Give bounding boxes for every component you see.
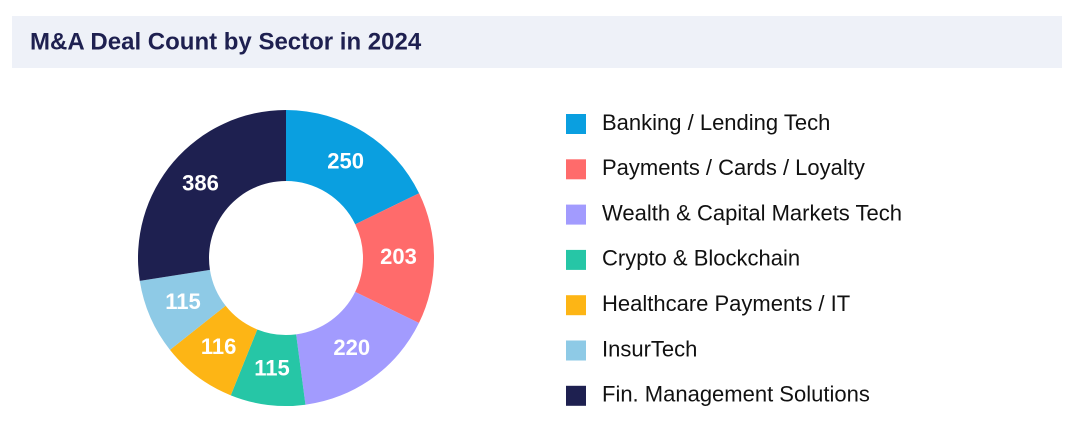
value-label: 220 [333, 335, 370, 360]
title-bar [12, 16, 1062, 68]
legend-swatch [566, 249, 586, 270]
value-label: 386 [182, 171, 219, 196]
slice [169, 305, 258, 396]
value-label: 115 [165, 289, 201, 314]
legend-swatch [566, 159, 586, 180]
slice [138, 110, 286, 281]
slice [230, 329, 306, 406]
legend-label: Healthcare Payments / IT [602, 291, 850, 316]
legend-swatch [566, 385, 586, 406]
legend-swatch [566, 295, 586, 316]
legend-label: Fin. Management Solutions [602, 382, 870, 407]
value-label: 203 [380, 244, 417, 269]
legend-swatch [566, 114, 586, 134]
legend-swatch [566, 204, 586, 225]
value-label: 250 [327, 148, 364, 173]
legend-label: Banking / Lending Tech [602, 110, 830, 135]
legend-label: InsurTech [602, 336, 697, 361]
value-label: 116 [201, 334, 237, 359]
legend-label: Wealth & Capital Markets Tech [602, 200, 902, 225]
slice [296, 291, 419, 405]
legend-label: Payments / Cards / Loyalty [602, 155, 865, 180]
chart-title: M&A Deal Count by Sector in 2024 [30, 28, 422, 55]
legend-label: Crypto & Blockchain [602, 246, 800, 271]
slice [355, 193, 435, 324]
legend-swatch [566, 340, 586, 361]
value-label: 115 [254, 355, 290, 380]
slice [139, 269, 226, 350]
slice [286, 110, 420, 225]
